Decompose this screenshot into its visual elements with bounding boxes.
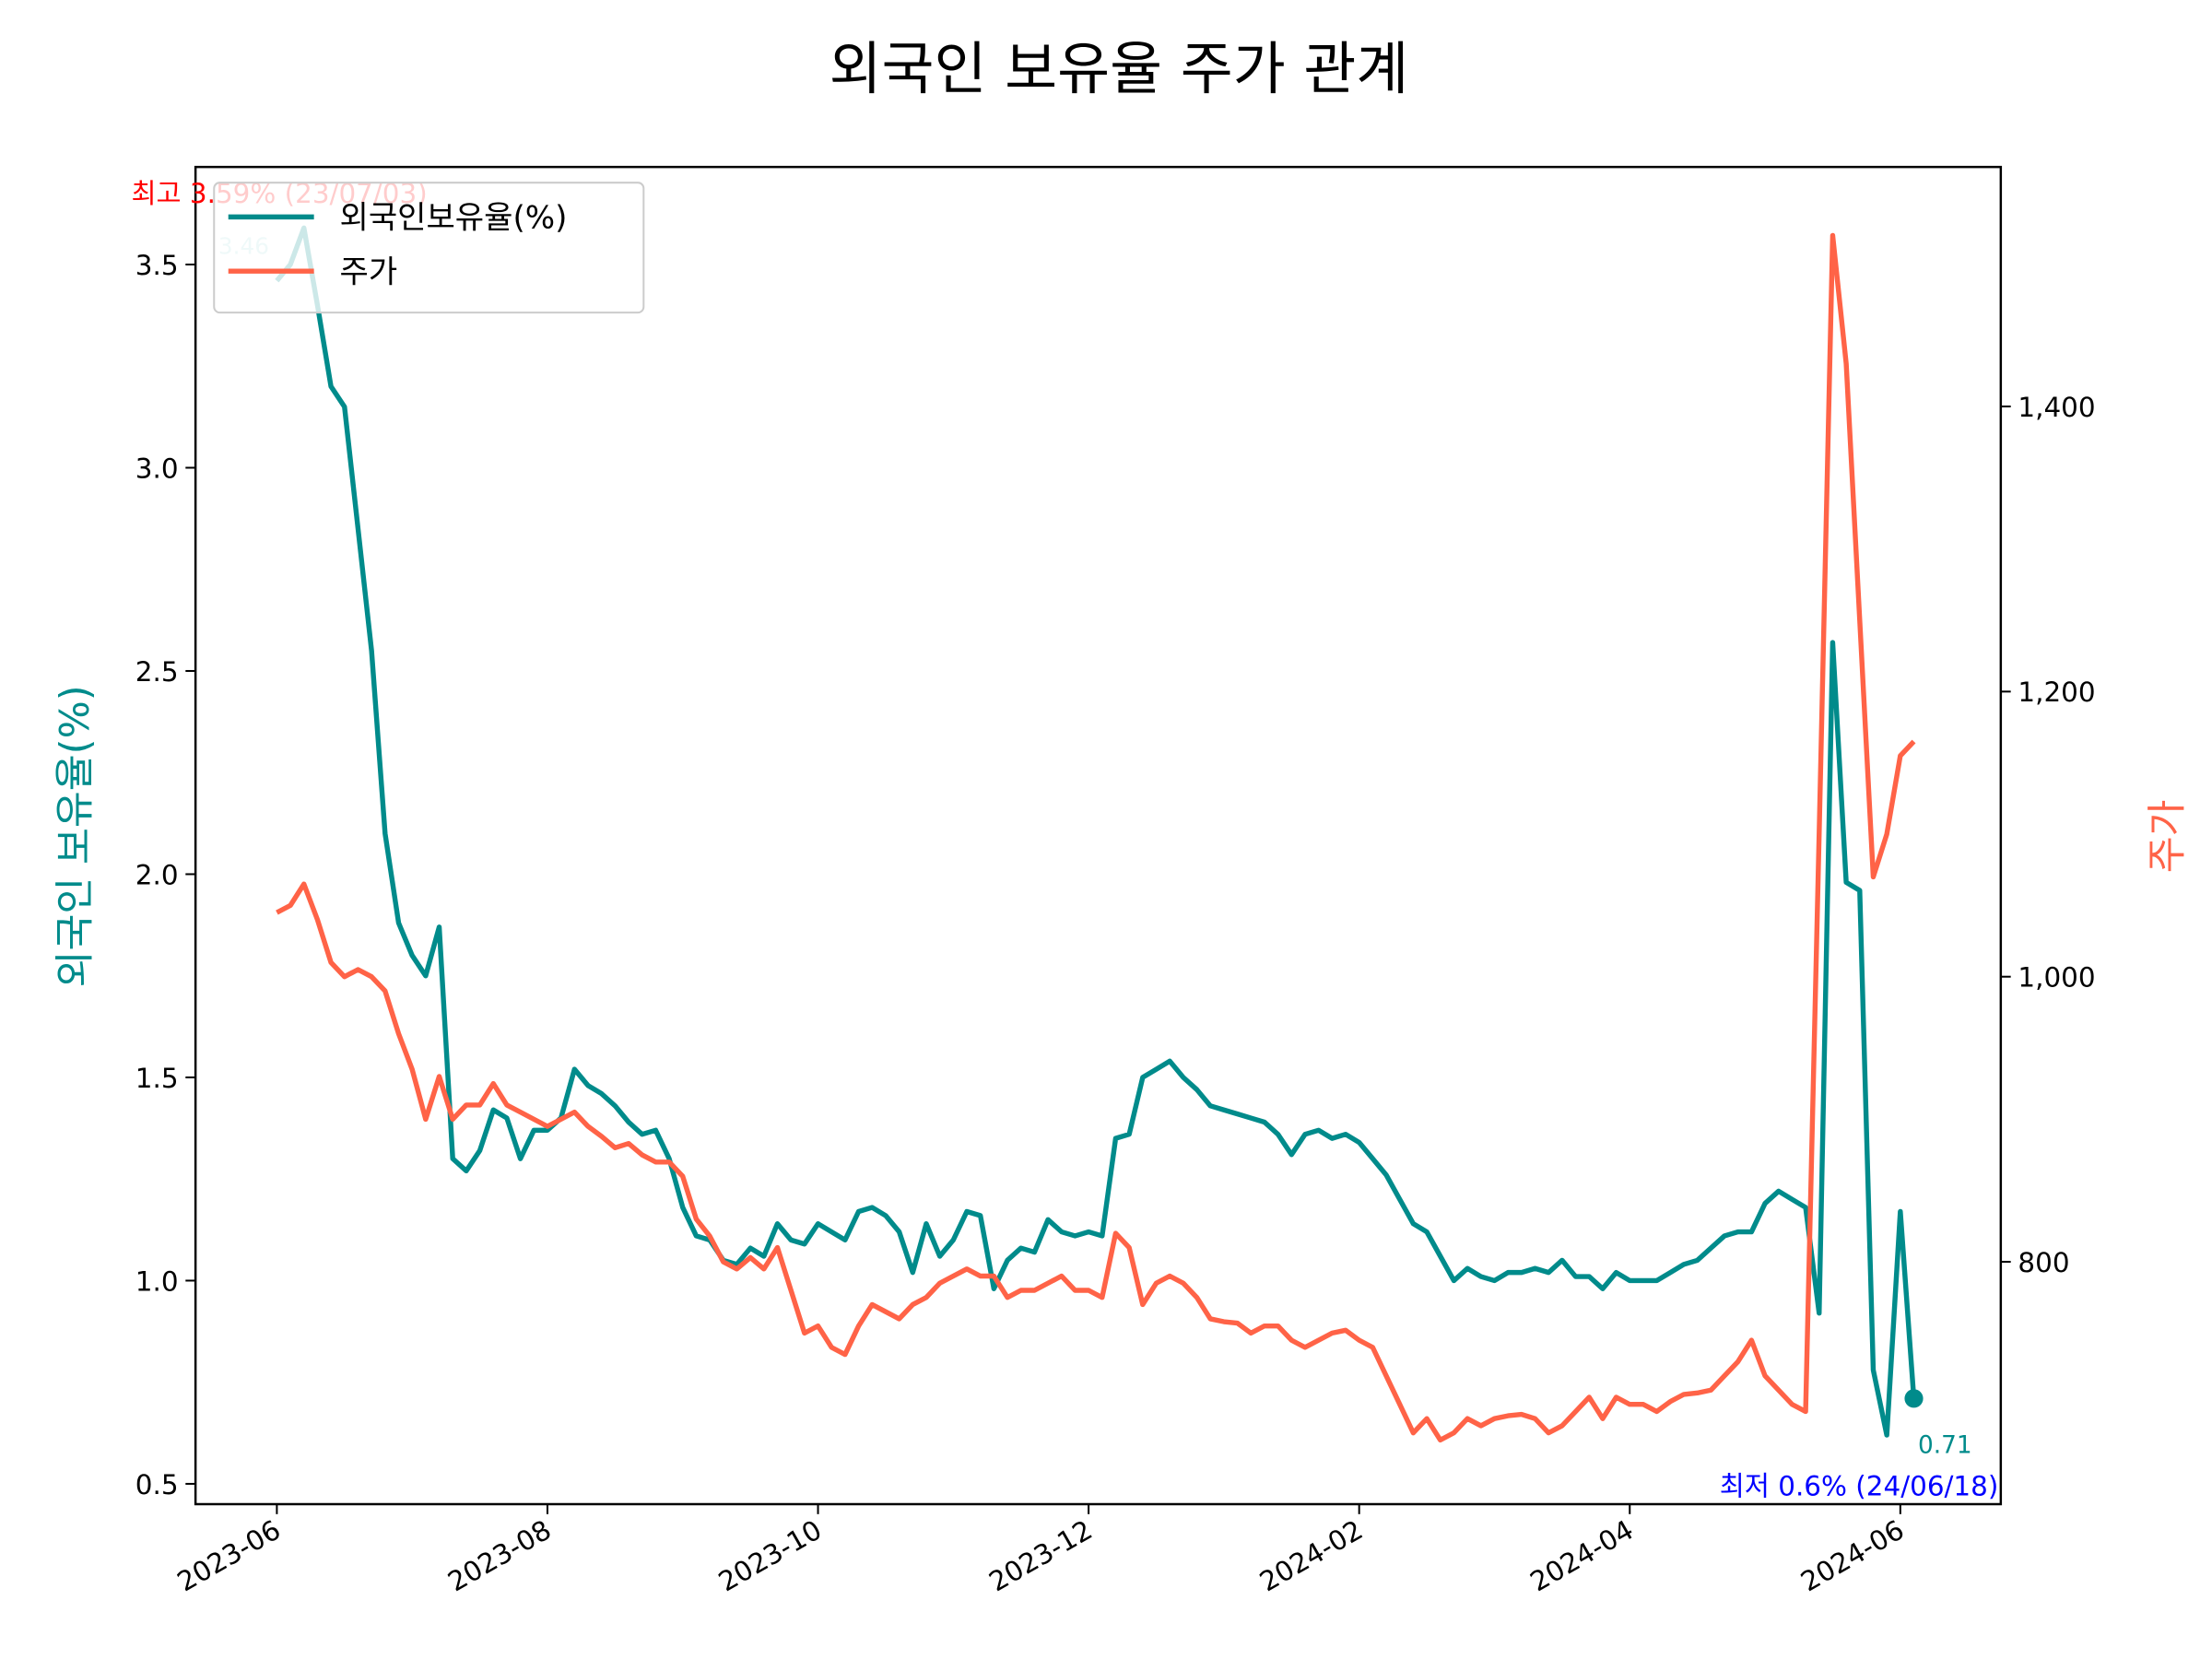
legend-box <box>213 182 645 314</box>
series-line <box>276 232 1916 1443</box>
y-tick-label: 2.5 <box>135 656 179 688</box>
legend-label: 주가 <box>340 254 398 291</box>
annotation: 최저 0.6% (24/06/18) <box>1720 1471 1999 1502</box>
y2-tick-label: 1,000 <box>2018 962 2095 994</box>
legend: 외국인보유율(%) 주가 <box>213 182 645 314</box>
y-tick-label: 3.0 <box>135 453 179 484</box>
y2-tick-label: 800 <box>2018 1247 2069 1278</box>
y-tick-label: 3.5 <box>135 250 179 281</box>
y-axis-label: 외국인 보유율(%) <box>53 685 99 987</box>
y-tick-label: 1.0 <box>135 1265 179 1297</box>
y-tick-label: 0.5 <box>135 1469 179 1500</box>
y2-tick-label: 1,200 <box>2018 677 2095 708</box>
y-tick-label: 2.0 <box>135 859 179 890</box>
chart-title: 외국인 보유율 주가 관계 <box>830 36 1409 102</box>
end-marker <box>1904 1389 1924 1408</box>
y2-axis-label: 주가 <box>2145 799 2191 873</box>
y2-tick-label: 1,400 <box>2018 392 2095 423</box>
annotation: 0.71 <box>1918 1431 1972 1459</box>
series-line <box>275 225 1917 1438</box>
legend-label: 외국인보유율(%) <box>340 200 568 237</box>
plot-frame <box>194 165 2003 1506</box>
y-tick-label: 1.5 <box>135 1063 179 1094</box>
